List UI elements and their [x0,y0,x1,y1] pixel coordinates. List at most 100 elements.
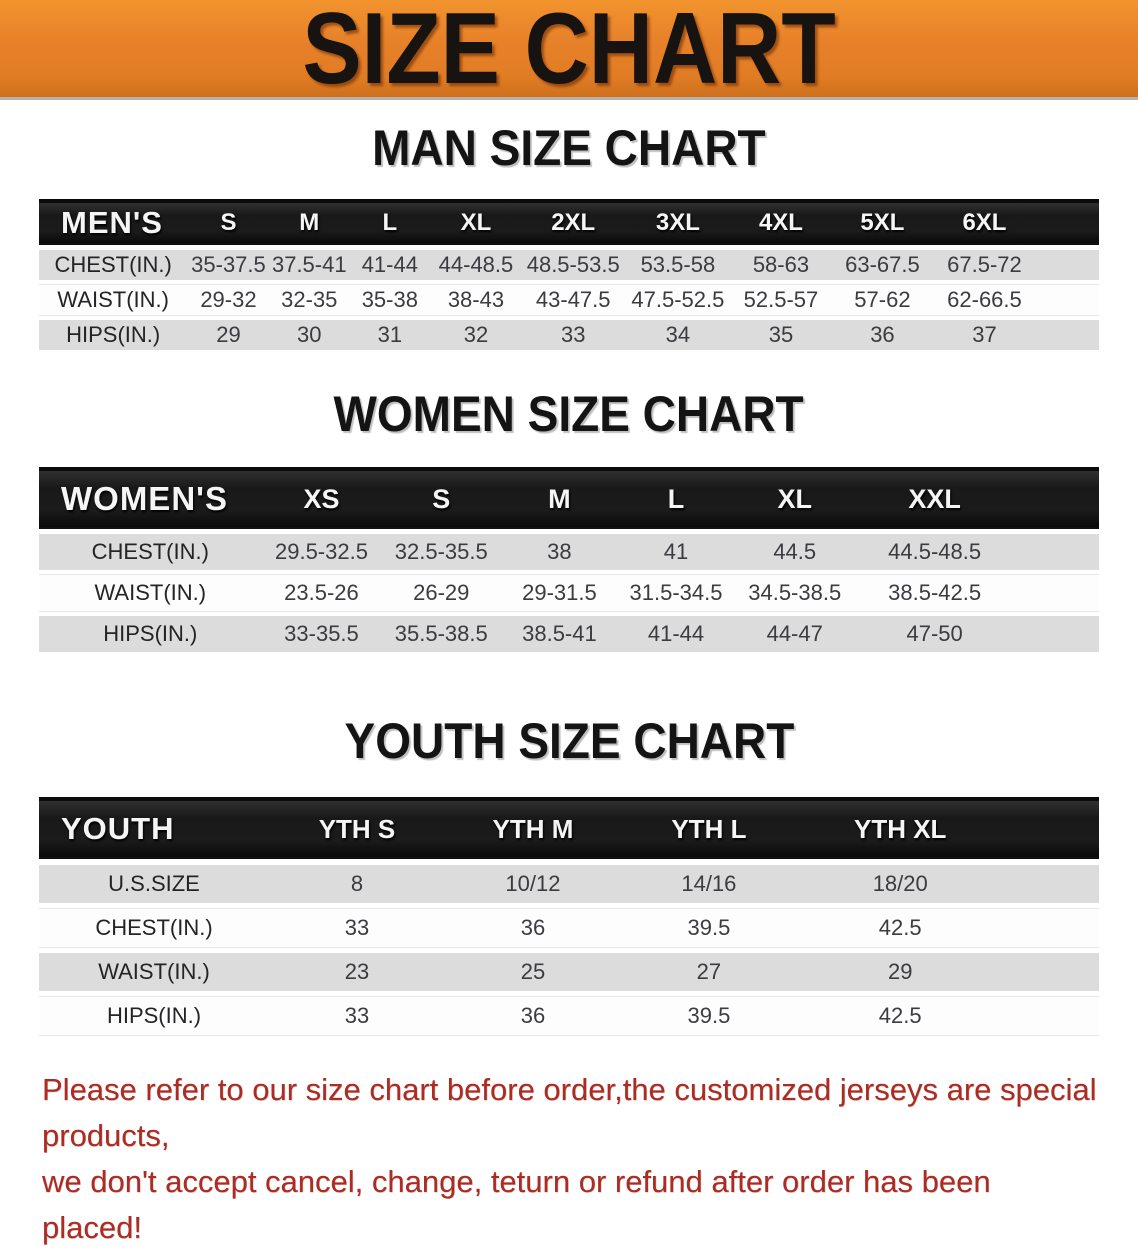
row-label: CHEST(IN.) [39,250,188,280]
size-value: 67.5-72 [933,250,1036,280]
column-header-xl: XL [734,467,856,529]
youth-hips-row: HIPS(IN.) 33 36 39.5 42.5 [39,997,1099,1035]
size-value: 47-50 [855,616,1015,652]
youth-section-heading: YOUTH SIZE CHART [0,713,1138,769]
header-spacer [1035,199,1099,245]
men-hips-row: HIPS(IN.) 29 30 31 32 33 34 35 36 37 [39,320,1099,350]
column-header-l: L [617,467,735,529]
size-value: 35-37.5 [187,250,270,280]
women-section-heading: WOMEN SIZE CHART [0,386,1138,442]
row-spacer [1014,534,1099,570]
size-value: 35 [730,320,832,350]
men-table-title: MEN'S [39,199,188,245]
size-value: 33 [521,320,626,350]
size-value: 52.5-57 [730,285,832,315]
size-value: 25 [444,953,621,991]
size-value: 53.5-58 [625,250,731,280]
column-header-m: M [501,467,618,529]
size-value: 37.5-41 [269,250,350,280]
column-header-6xl: 6XL [933,199,1036,245]
size-value: 41-44 [617,616,735,652]
women-heading-text: WOMEN SIZE CHART [333,386,805,442]
size-value: 39.5 [620,909,797,947]
size-value: 32-35 [269,285,350,315]
size-value: 58-63 [730,250,832,280]
size-value: 35.5-38.5 [381,616,502,652]
size-value: 42.5 [796,909,1004,947]
size-value: 27 [620,953,797,991]
column-header-l: L [349,199,431,245]
header-spacer [1003,797,1099,859]
column-header-yth-l: YTH L [620,797,797,859]
row-spacer [1035,320,1099,350]
size-value: 29-31.5 [501,575,618,611]
size-value: 42.5 [796,997,1004,1035]
size-value: 38.5-42.5 [855,575,1015,611]
size-value: 23 [269,953,445,991]
size-value: 31.5-34.5 [617,575,735,611]
size-value: 44-47 [734,616,856,652]
disclaimer-line-1: Please refer to our size chart before or… [42,1072,1097,1153]
column-header-xxl: XXL [855,467,1015,529]
size-value: 44.5 [734,534,856,570]
row-label: WAIST(IN.) [39,575,262,611]
row-spacer [1035,285,1099,315]
youth-waist-row: WAIST(IN.) 23 25 27 29 [39,953,1099,991]
size-value: 8 [269,865,445,903]
size-value: 38-43 [430,285,522,315]
column-header-yth-xl: YTH XL [796,797,1004,859]
size-value: 39.5 [620,997,797,1035]
column-header-m: M [269,199,350,245]
column-header-4xl: 4XL [730,199,832,245]
size-value: 33 [269,997,445,1035]
row-label: CHEST(IN.) [39,909,270,947]
row-spacer [1014,616,1099,652]
size-value: 37 [933,320,1036,350]
youth-header-row: YOUTH YTH S YTH M YTH L YTH XL [39,797,1099,859]
women-table-title: WOMEN'S [39,467,262,529]
size-value: 38 [501,534,618,570]
size-value: 48.5-53.5 [521,250,626,280]
size-value: 33 [269,909,445,947]
row-label: WAIST(IN.) [39,953,270,991]
size-value: 26-29 [381,575,502,611]
column-header-xs: XS [261,467,382,529]
women-hips-row: HIPS(IN.) 33-35.5 35.5-38.5 38.5-41 41-4… [39,616,1099,652]
youth-ussize-row: U.S.SIZE 8 10/12 14/16 18/20 [39,865,1099,903]
row-spacer [1035,250,1099,280]
column-header-3xl: 3XL [625,199,731,245]
header-spacer [1014,467,1099,529]
men-section-heading: MAN SIZE CHART [0,123,1138,173]
row-spacer [1014,575,1099,611]
size-value: 29-32 [187,285,270,315]
size-value: 10/12 [444,865,621,903]
youth-heading-text: YOUTH SIZE CHART [344,713,794,769]
size-value: 36 [444,909,621,947]
size-value: 31 [349,320,431,350]
column-header-5xl: 5XL [831,199,934,245]
men-chest-row: CHEST(IN.) 35-37.5 37.5-41 41-44 44-48.5… [39,250,1099,280]
size-value: 34 [625,320,731,350]
row-spacer [1003,909,1099,947]
youth-size-table: YOUTH YTH S YTH M YTH L YTH XL U.S.SIZE … [39,791,1099,1041]
men-header-row: MEN'S S M L XL 2XL 3XL 4XL 5XL 6XL [39,199,1099,245]
size-value: 44.5-48.5 [855,534,1015,570]
size-value: 14/16 [620,865,797,903]
size-value: 18/20 [796,865,1004,903]
size-value: 34.5-38.5 [734,575,856,611]
women-chest-row: CHEST(IN.) 29.5-32.5 32.5-35.5 38 41 44.… [39,534,1099,570]
youth-table-title: YOUTH [39,797,270,859]
youth-chest-row: CHEST(IN.) 33 36 39.5 42.5 [39,909,1099,947]
size-value: 41-44 [349,250,431,280]
women-waist-row: WAIST(IN.) 23.5-26 26-29 29-31.5 31.5-34… [39,575,1099,611]
row-label: HIPS(IN.) [39,997,270,1035]
women-header-row: WOMEN'S XS S M L XL XXL [39,467,1099,529]
row-label: HIPS(IN.) [39,320,188,350]
size-value: 47.5-52.5 [625,285,731,315]
column-header-s: S [381,467,502,529]
disclaimer-line-2: we don't accept cancel, change, teturn o… [42,1164,991,1245]
size-chart-banner: SIZE CHART [0,0,1138,100]
column-header-xl: XL [430,199,522,245]
size-value: 35-38 [349,285,431,315]
size-value: 43-47.5 [521,285,626,315]
